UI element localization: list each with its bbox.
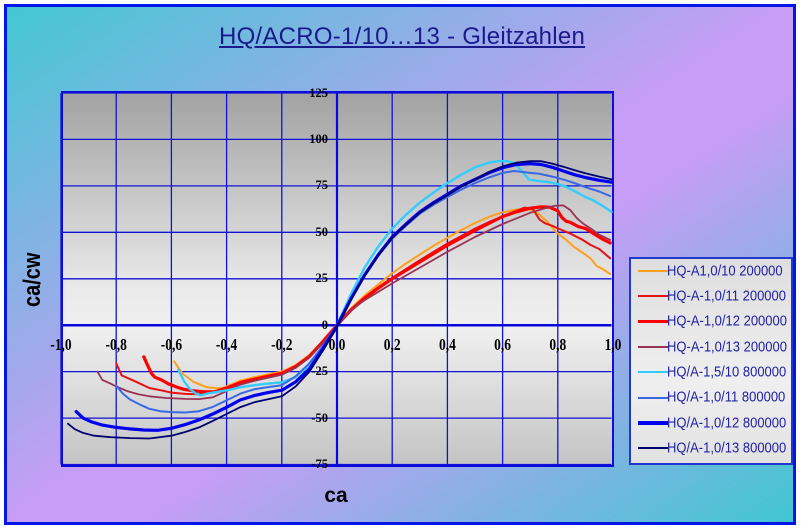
svg-text:0,6: 0,6	[494, 336, 511, 355]
svg-text:-1,0: -1,0	[50, 336, 72, 355]
svg-text:-0,2: -0,2	[271, 336, 293, 355]
svg-text:1,0: 1,0	[605, 336, 622, 355]
svg-text:-0,4: -0,4	[216, 336, 238, 355]
svg-text:0,4: 0,4	[439, 336, 456, 355]
svg-text:-0,6: -0,6	[161, 336, 183, 355]
svg-text:0,8: 0,8	[549, 336, 566, 355]
svg-text:0,2: 0,2	[384, 336, 401, 355]
svg-text:-0,8: -0,8	[106, 336, 128, 355]
svg-text:0,0: 0,0	[329, 336, 346, 355]
